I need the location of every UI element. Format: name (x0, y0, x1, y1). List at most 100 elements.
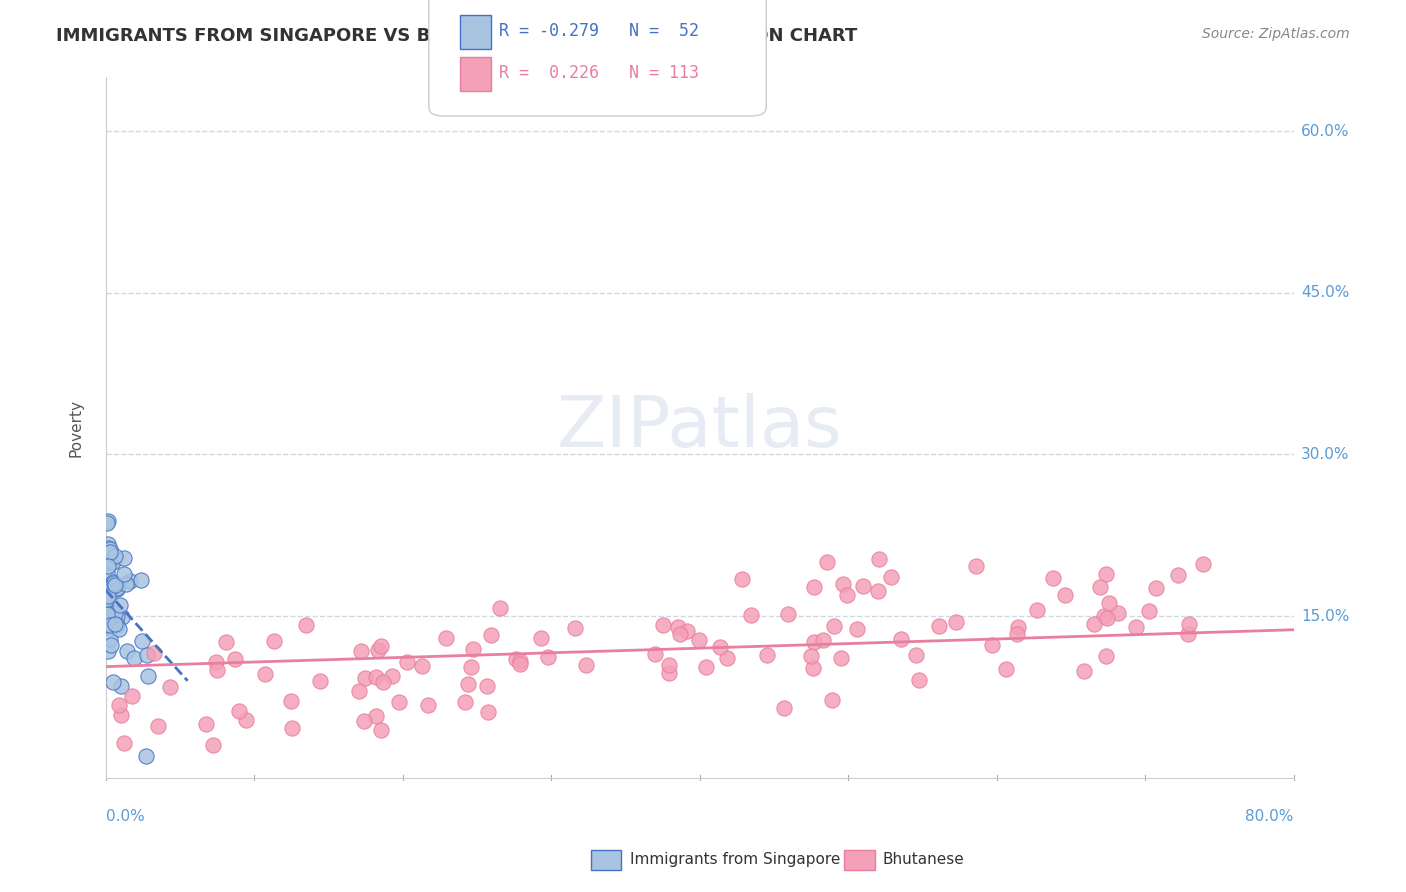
Point (347, 684, 370, 698)
Point (463, 642, 485, 657)
Point (644, 647, 666, 661)
Point (263, 634, 285, 648)
Point (98, 618, 121, 632)
Point (830, 651, 852, 665)
Point (96, 592, 118, 607)
Point (159, 680, 181, 694)
Point (454, 695, 477, 709)
Point (666, 620, 689, 634)
Point (100, 555, 122, 569)
Point (124, 650, 146, 665)
Point (97, 536, 120, 550)
Point (97, 559, 120, 574)
Point (129, 574, 152, 588)
Point (100, 638, 122, 652)
Point (103, 549, 125, 563)
Point (695, 660, 717, 674)
Point (1095, 611, 1118, 625)
Point (228, 704, 250, 718)
Point (823, 618, 845, 632)
Point (1054, 588, 1077, 602)
Point (479, 628, 502, 642)
Text: Poverty: Poverty (69, 399, 84, 457)
Point (105, 581, 128, 595)
Text: R = -0.279   N =  52: R = -0.279 N = 52 (499, 22, 699, 40)
Point (98, 621, 121, 635)
Point (1088, 580, 1111, 594)
Point (105, 581, 128, 595)
Point (96, 599, 118, 614)
Text: 60.0%: 60.0% (1301, 124, 1350, 139)
Point (280, 694, 302, 708)
Point (353, 714, 375, 728)
Point (773, 700, 796, 714)
Point (205, 655, 228, 669)
Point (890, 632, 912, 647)
Point (101, 674, 124, 689)
Text: Immigrants from Singapore: Immigrants from Singapore (630, 853, 841, 867)
Point (103, 555, 125, 569)
Point (1125, 620, 1147, 634)
Point (97, 556, 120, 570)
Point (1083, 616, 1105, 631)
Point (800, 648, 823, 663)
Point (254, 667, 277, 681)
Point (530, 631, 553, 645)
Point (488, 601, 510, 615)
Text: R =  0.226   N = 113: R = 0.226 N = 113 (499, 64, 699, 82)
Point (1073, 664, 1095, 678)
Point (110, 679, 132, 693)
Point (114, 577, 136, 591)
Point (1177, 627, 1199, 641)
Point (108, 698, 131, 713)
Point (832, 577, 855, 591)
Point (1005, 626, 1028, 640)
Point (537, 650, 560, 665)
Point (815, 555, 838, 569)
Text: Bhutanese: Bhutanese (883, 853, 965, 867)
Point (564, 621, 586, 635)
Point (803, 580, 825, 594)
Point (716, 651, 738, 665)
Point (103, 576, 125, 591)
Text: 80.0%: 80.0% (1246, 809, 1294, 824)
Point (1042, 571, 1064, 585)
Point (350, 643, 373, 657)
Point (905, 648, 928, 663)
Point (98, 542, 121, 557)
Point (509, 657, 531, 671)
Point (115, 644, 138, 658)
Point (852, 579, 875, 593)
Point (411, 659, 433, 673)
Point (821, 693, 844, 707)
Point (195, 716, 218, 731)
Point (575, 657, 598, 672)
Point (148, 719, 170, 733)
Point (143, 646, 166, 660)
Point (866, 583, 889, 598)
Point (118, 574, 141, 589)
Point (1098, 596, 1121, 610)
Point (97, 644, 120, 658)
Point (96, 566, 118, 580)
Point (1094, 567, 1116, 582)
Point (110, 708, 132, 723)
Point (658, 657, 681, 672)
Point (367, 643, 389, 657)
Point (505, 652, 527, 666)
Point (295, 618, 318, 632)
Point (112, 567, 135, 582)
Point (395, 655, 418, 669)
Text: Source: ZipAtlas.com: Source: ZipAtlas.com (1202, 27, 1350, 41)
Point (104, 616, 127, 631)
Point (1144, 581, 1167, 595)
Point (1092, 609, 1115, 624)
Point (112, 551, 135, 566)
Point (434, 631, 457, 645)
Point (354, 671, 377, 685)
Point (945, 615, 967, 630)
Point (1137, 604, 1160, 618)
Point (100, 545, 122, 559)
Point (928, 618, 950, 632)
Point (837, 588, 859, 602)
